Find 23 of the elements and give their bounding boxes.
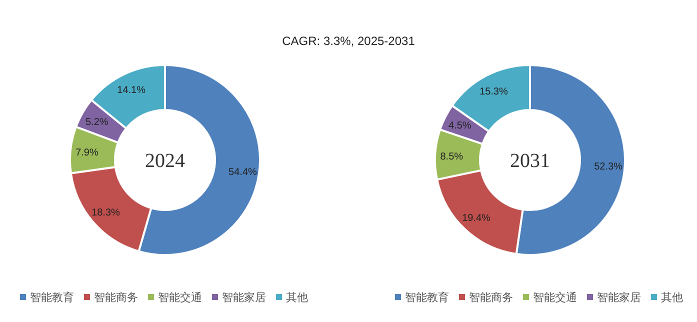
text: 2031 xyxy=(510,150,550,172)
legend-label: 智能交通 xyxy=(533,291,577,304)
legend-label: 其他 xyxy=(286,291,308,304)
data-label: 4.5% xyxy=(448,120,472,132)
data-label: 54.4% xyxy=(228,166,258,178)
legend-label: 智能商务 xyxy=(94,291,138,304)
legend-label: 智能家居 xyxy=(222,291,266,304)
data-label: 8.5% xyxy=(440,151,464,162)
legend-label: 智能教育 xyxy=(30,291,74,304)
legend-label: 智能家居 xyxy=(597,291,641,304)
legend-label: 其他 xyxy=(661,291,683,304)
text: CAGR: 3.3%, 2025-2031 xyxy=(282,34,416,48)
legend-label: 智能商务 xyxy=(469,291,513,304)
data-label: 5.2% xyxy=(85,116,108,128)
data-label: 14.1% xyxy=(117,85,146,96)
legend-label: 智能交通 xyxy=(158,291,202,304)
data-label: 18.3% xyxy=(92,207,120,218)
data-label: 15.3% xyxy=(480,86,508,98)
data-label: 7.9% xyxy=(76,148,98,158)
text: 2024 xyxy=(145,150,185,172)
data-label: 52.3% xyxy=(594,162,623,173)
data-label: 19.4% xyxy=(462,213,491,224)
legend-label: 智能教育 xyxy=(405,291,449,304)
